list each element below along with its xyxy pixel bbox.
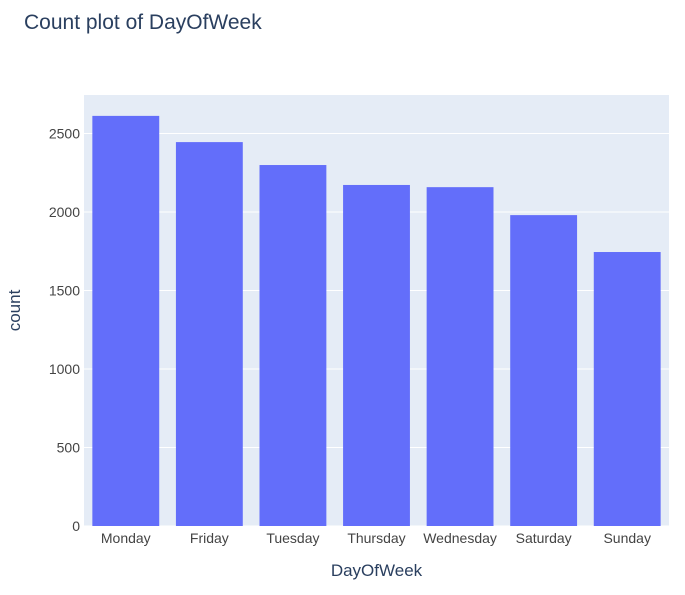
y-tick-label: 500 (57, 439, 81, 455)
y-tick-label: 0 (72, 518, 80, 534)
x-axis-title: DayOfWeek (331, 561, 423, 580)
x-tick-label: Sunday (603, 530, 650, 546)
bar-wednesday[interactable] (426, 187, 494, 526)
bar-thursday[interactable] (343, 184, 410, 526)
x-tick-label: Friday (190, 530, 229, 546)
y-tick-label: 2000 (49, 204, 80, 220)
y-tick-label: 1500 (49, 282, 80, 298)
x-tick-label: Thursday (347, 530, 405, 546)
y-tick-label: 1000 (49, 361, 80, 377)
chart-title: Count plot of DayOfWeek (24, 11, 262, 34)
x-tick-label: Wednesday (423, 530, 497, 546)
x-tick-label: Tuesday (266, 530, 319, 546)
bar-sunday[interactable] (593, 252, 661, 526)
bar-monday[interactable] (92, 115, 160, 527)
bar-saturday[interactable] (510, 215, 578, 527)
bar-friday[interactable] (175, 142, 243, 526)
x-tick-label: Saturday (516, 530, 572, 546)
bar-tuesday[interactable] (259, 165, 327, 526)
y-tick-label: 2500 (49, 125, 80, 141)
y-axis-title: count (5, 289, 24, 331)
x-tick-label: Monday (101, 530, 151, 546)
